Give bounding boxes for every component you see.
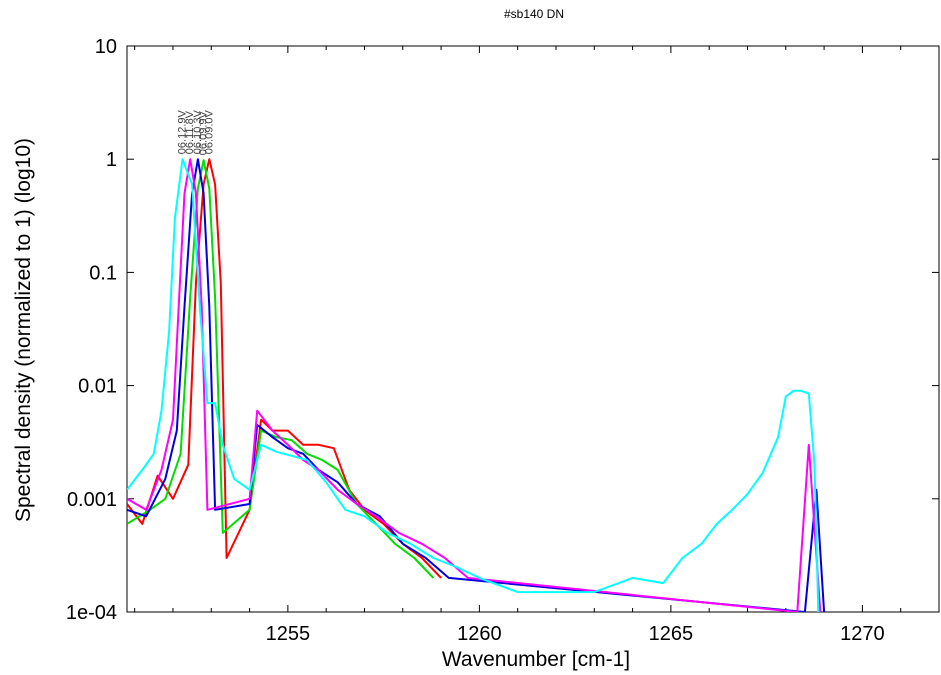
series-line-2 (127, 159, 435, 579)
y-tick-label: 1e-04 (66, 602, 117, 624)
peak-annotation: 06.12.9V (177, 109, 189, 154)
x-tick-label: 1255 (266, 623, 311, 645)
y-tick-label: 0.001 (67, 489, 117, 511)
peak-annotation: 06.11.8V (184, 110, 196, 154)
y-tick-label: 1 (106, 149, 117, 171)
peak-annotation: 06.09.0V (203, 109, 215, 154)
x-tick-label: 1265 (649, 623, 694, 645)
y-axis: 10 1 0.1 0.01 0.001 1e-04 (66, 36, 939, 624)
y-tick-label: 0.1 (89, 262, 117, 284)
peak-annotation: 06.09.9V (198, 110, 210, 155)
peak-annotation: 06.10.3V (192, 109, 204, 154)
y-tick-label: 10 (95, 36, 117, 58)
x-tick-label: 1260 (457, 623, 502, 645)
series-line-3 (127, 158, 826, 612)
y-tick-label: 0.01 (78, 376, 117, 398)
plot-frame (126, 45, 940, 613)
x-tick-label: 1270 (840, 623, 885, 645)
y-axis-label: Spectral density (normalized to 1) (log1… (12, 138, 35, 522)
chart-title: #sb140 DN (504, 7, 564, 21)
series-layer (127, 158, 826, 612)
series-line-5 (127, 158, 820, 612)
x-axis-label: Wavenumber [cm-1] (442, 648, 630, 671)
series-line-4 (127, 158, 822, 612)
x-axis: 1255 1260 1265 1270 (134, 46, 940, 645)
